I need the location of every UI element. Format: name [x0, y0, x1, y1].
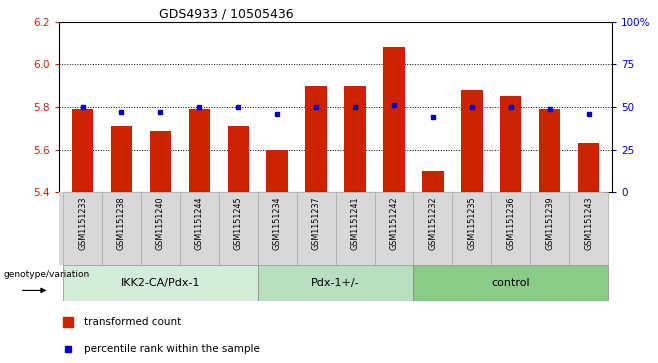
Bar: [266, 150, 288, 192]
Bar: [219, 192, 258, 265]
Bar: [530, 192, 569, 265]
Bar: [539, 109, 561, 192]
Bar: [111, 126, 132, 192]
Text: GSM1151235: GSM1151235: [467, 196, 476, 250]
Bar: [228, 126, 249, 192]
Text: GSM1151238: GSM1151238: [117, 196, 126, 249]
Text: Pdx-1+/-: Pdx-1+/-: [311, 278, 360, 288]
Bar: [150, 131, 171, 192]
Text: genotype/variation: genotype/variation: [3, 270, 89, 278]
Text: GSM1151244: GSM1151244: [195, 196, 204, 249]
Text: GSM1151234: GSM1151234: [272, 196, 282, 249]
Bar: [422, 171, 443, 192]
Bar: [102, 192, 141, 265]
Text: GSM1151239: GSM1151239: [545, 196, 554, 250]
Bar: [461, 90, 482, 192]
Text: IKK2-CA/Pdx-1: IKK2-CA/Pdx-1: [120, 278, 200, 288]
Text: percentile rank within the sample: percentile rank within the sample: [84, 344, 260, 354]
Bar: [258, 192, 297, 265]
Bar: [344, 86, 366, 192]
Bar: [297, 192, 336, 265]
Bar: [305, 86, 327, 192]
Bar: [63, 192, 102, 265]
Bar: [500, 97, 521, 192]
Text: GDS4933 / 10505436: GDS4933 / 10505436: [159, 8, 293, 21]
Text: transformed count: transformed count: [84, 317, 182, 327]
Bar: [578, 143, 599, 192]
Bar: [336, 192, 374, 265]
Bar: [569, 192, 608, 265]
Text: GSM1151237: GSM1151237: [312, 196, 320, 250]
Bar: [452, 192, 492, 265]
Bar: [141, 192, 180, 265]
Bar: [374, 192, 413, 265]
Text: GSM1151240: GSM1151240: [156, 196, 165, 249]
Text: GSM1151232: GSM1151232: [428, 196, 438, 250]
Bar: [413, 265, 608, 301]
Text: GSM1151242: GSM1151242: [390, 196, 399, 250]
Text: GSM1151236: GSM1151236: [506, 196, 515, 249]
Bar: [180, 192, 219, 265]
Bar: [189, 109, 210, 192]
Text: GSM1151241: GSM1151241: [351, 196, 359, 249]
Bar: [72, 109, 93, 192]
Bar: [383, 48, 405, 192]
Bar: [258, 265, 413, 301]
Text: control: control: [492, 278, 530, 288]
Bar: [413, 192, 452, 265]
Text: GSM1151245: GSM1151245: [234, 196, 243, 250]
Bar: [492, 192, 530, 265]
Text: GSM1151233: GSM1151233: [78, 196, 87, 249]
Text: GSM1151243: GSM1151243: [584, 196, 593, 249]
Bar: [63, 265, 258, 301]
